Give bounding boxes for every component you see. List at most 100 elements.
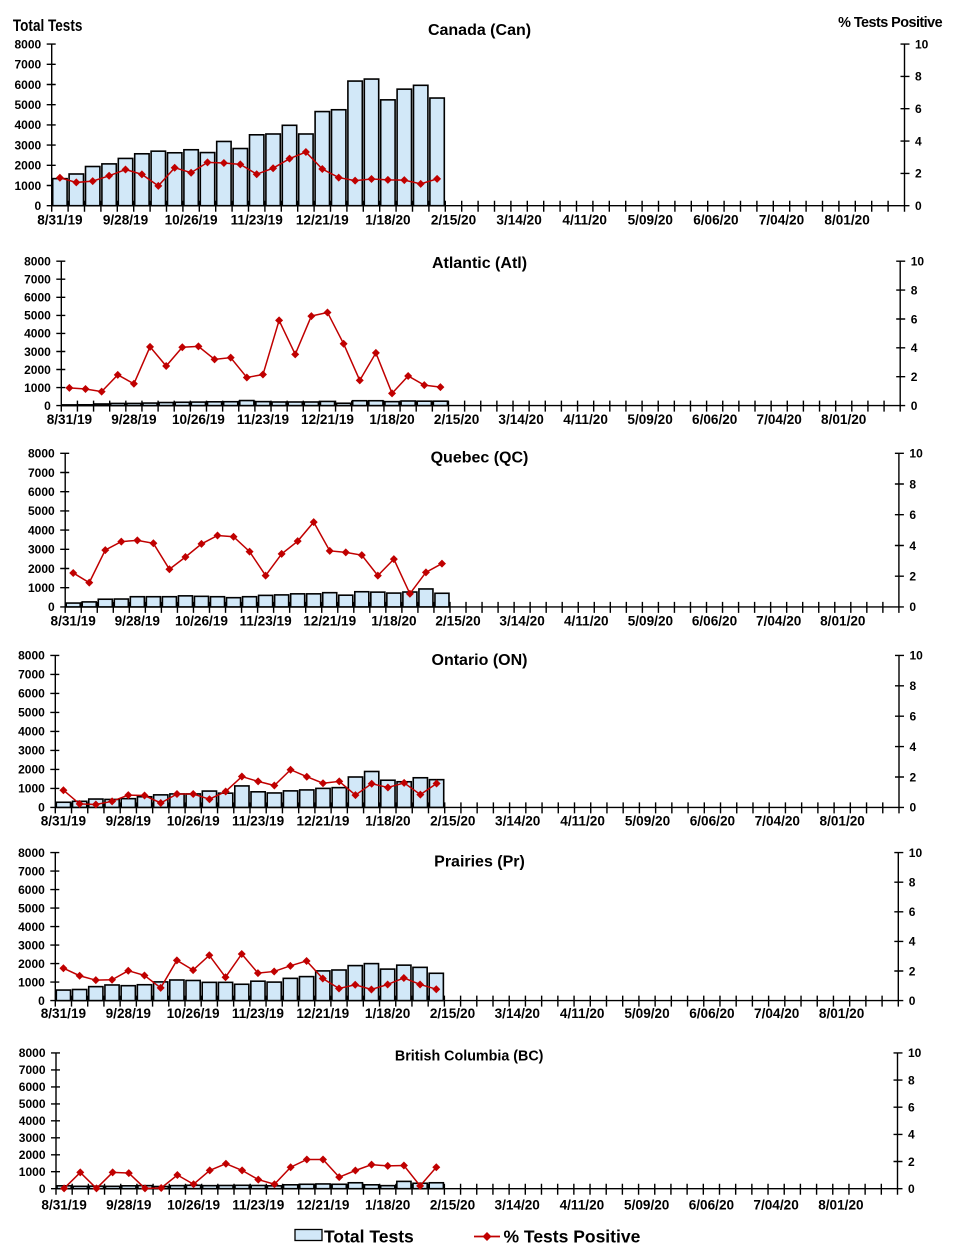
svg-text:7000: 7000 bbox=[28, 466, 55, 480]
svg-text:10/26/19: 10/26/19 bbox=[165, 213, 218, 228]
svg-text:0: 0 bbox=[915, 199, 922, 213]
svg-text:3/14/20: 3/14/20 bbox=[496, 213, 541, 228]
svg-text:12/21/19: 12/21/19 bbox=[296, 213, 349, 228]
svg-text:9/28/19: 9/28/19 bbox=[115, 614, 161, 629]
svg-text:2/15/20: 2/15/20 bbox=[430, 1006, 475, 1021]
svg-text:1/18/20: 1/18/20 bbox=[365, 213, 410, 228]
svg-text:6: 6 bbox=[908, 1101, 915, 1115]
svg-text:5000: 5000 bbox=[18, 706, 45, 720]
svg-text:5/09/20: 5/09/20 bbox=[624, 1198, 669, 1213]
svg-text:1/18/20: 1/18/20 bbox=[365, 1198, 410, 1213]
svg-text:8: 8 bbox=[911, 283, 918, 297]
svg-text:Total Tests: Total Tests bbox=[324, 1227, 414, 1247]
svg-text:9/28/19: 9/28/19 bbox=[106, 1006, 152, 1021]
svg-text:4: 4 bbox=[915, 134, 922, 148]
svg-text:4: 4 bbox=[910, 740, 917, 754]
svg-text:2000: 2000 bbox=[19, 1148, 46, 1162]
svg-text:10: 10 bbox=[908, 1046, 922, 1060]
svg-text:6000: 6000 bbox=[19, 1080, 46, 1094]
svg-text:% Tests Positive: % Tests Positive bbox=[838, 15, 943, 31]
svg-text:6000: 6000 bbox=[24, 291, 51, 305]
svg-text:6: 6 bbox=[909, 508, 916, 522]
svg-text:4000: 4000 bbox=[18, 920, 45, 934]
svg-text:11/23/19: 11/23/19 bbox=[232, 814, 285, 829]
svg-text:12/21/19: 12/21/19 bbox=[301, 412, 354, 427]
svg-text:2: 2 bbox=[915, 167, 922, 181]
svg-text:3/14/20: 3/14/20 bbox=[495, 814, 540, 829]
svg-text:5/09/20: 5/09/20 bbox=[624, 1006, 669, 1021]
svg-text:2000: 2000 bbox=[14, 159, 41, 173]
svg-text:2: 2 bbox=[910, 770, 917, 784]
svg-text:10: 10 bbox=[909, 846, 923, 860]
svg-text:6: 6 bbox=[915, 102, 922, 116]
svg-text:7000: 7000 bbox=[19, 1063, 46, 1077]
svg-text:8: 8 bbox=[915, 70, 922, 84]
svg-text:0: 0 bbox=[44, 399, 51, 413]
svg-text:5000: 5000 bbox=[18, 901, 45, 915]
svg-text:6000: 6000 bbox=[18, 687, 45, 701]
svg-text:Canada (Can): Canada (Can) bbox=[428, 22, 531, 39]
svg-text:5/09/20: 5/09/20 bbox=[625, 814, 670, 829]
svg-text:1000: 1000 bbox=[28, 581, 55, 595]
svg-text:8/31/19: 8/31/19 bbox=[41, 1198, 87, 1213]
svg-text:0: 0 bbox=[48, 600, 55, 614]
svg-text:4000: 4000 bbox=[28, 523, 55, 537]
svg-text:9/28/19: 9/28/19 bbox=[106, 1198, 152, 1213]
svg-text:6/06/20: 6/06/20 bbox=[693, 213, 738, 228]
svg-text:8: 8 bbox=[909, 876, 916, 890]
svg-text:0: 0 bbox=[38, 994, 45, 1008]
svg-text:0: 0 bbox=[909, 600, 916, 614]
svg-text:2/15/20: 2/15/20 bbox=[435, 614, 480, 629]
svg-text:6000: 6000 bbox=[14, 78, 41, 92]
svg-text:10/26/19: 10/26/19 bbox=[172, 412, 225, 427]
svg-text:8000: 8000 bbox=[24, 255, 51, 269]
svg-text:3/14/20: 3/14/20 bbox=[495, 1006, 540, 1021]
svg-text:1000: 1000 bbox=[14, 179, 41, 193]
svg-text:6/06/20: 6/06/20 bbox=[689, 1198, 734, 1213]
svg-text:2: 2 bbox=[909, 964, 916, 978]
svg-text:0: 0 bbox=[35, 199, 42, 213]
svg-text:0: 0 bbox=[38, 801, 45, 815]
svg-text:4000: 4000 bbox=[18, 725, 45, 739]
svg-text:8/31/19: 8/31/19 bbox=[37, 213, 83, 228]
svg-text:8/31/19: 8/31/19 bbox=[41, 1006, 87, 1021]
svg-text:4: 4 bbox=[909, 935, 916, 949]
svg-text:1000: 1000 bbox=[18, 975, 45, 989]
svg-text:8/01/20: 8/01/20 bbox=[824, 213, 869, 228]
svg-text:2: 2 bbox=[911, 370, 918, 384]
svg-text:3000: 3000 bbox=[14, 138, 41, 152]
svg-text:3000: 3000 bbox=[18, 938, 45, 952]
svg-text:8000: 8000 bbox=[14, 37, 41, 51]
svg-text:2: 2 bbox=[909, 570, 916, 584]
svg-text:Prairies (Pr): Prairies (Pr) bbox=[434, 854, 525, 871]
svg-text:3000: 3000 bbox=[24, 345, 51, 359]
svg-text:2: 2 bbox=[908, 1155, 915, 1169]
svg-text:8: 8 bbox=[909, 477, 916, 491]
svg-text:8000: 8000 bbox=[18, 846, 45, 860]
svg-text:12/21/19: 12/21/19 bbox=[297, 1198, 350, 1213]
svg-text:7000: 7000 bbox=[18, 668, 45, 682]
svg-text:0: 0 bbox=[909, 994, 916, 1008]
svg-text:5/09/20: 5/09/20 bbox=[628, 213, 673, 228]
svg-text:6/06/20: 6/06/20 bbox=[690, 814, 735, 829]
svg-text:2000: 2000 bbox=[24, 363, 51, 377]
svg-text:8000: 8000 bbox=[18, 649, 45, 663]
svg-text:2/15/20: 2/15/20 bbox=[430, 814, 475, 829]
svg-text:10/26/19: 10/26/19 bbox=[167, 814, 220, 829]
svg-text:2000: 2000 bbox=[18, 763, 45, 777]
svg-text:1/18/20: 1/18/20 bbox=[365, 1006, 410, 1021]
svg-text:0: 0 bbox=[911, 399, 918, 413]
svg-text:5000: 5000 bbox=[28, 504, 55, 518]
svg-text:8000: 8000 bbox=[28, 447, 55, 461]
svg-text:Total Tests: Total Tests bbox=[13, 16, 83, 35]
svg-text:10: 10 bbox=[910, 649, 924, 663]
svg-text:1000: 1000 bbox=[24, 381, 51, 395]
svg-text:8/01/20: 8/01/20 bbox=[821, 412, 866, 427]
svg-text:6/06/20: 6/06/20 bbox=[692, 412, 737, 427]
svg-text:% Tests Positive: % Tests Positive bbox=[504, 1227, 641, 1247]
svg-text:4: 4 bbox=[908, 1128, 915, 1142]
svg-text:11/23/19: 11/23/19 bbox=[240, 614, 293, 629]
svg-text:2000: 2000 bbox=[18, 957, 45, 971]
svg-text:Atlantic (Atl): Atlantic (Atl) bbox=[432, 255, 527, 272]
svg-text:4/11/20: 4/11/20 bbox=[560, 1006, 605, 1021]
